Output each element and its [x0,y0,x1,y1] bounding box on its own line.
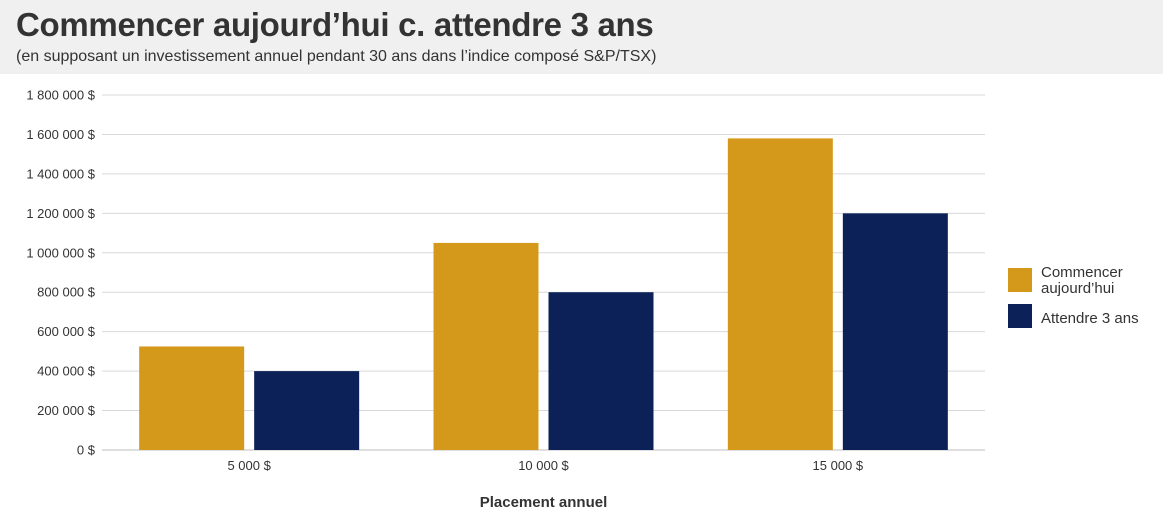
legend-swatch-0 [1008,268,1032,292]
legend-label: aujourd’hui [1041,280,1114,297]
y-tick-label: 0 $ [77,443,96,458]
chart-subtitle: (en supposant un investissement annuel p… [16,48,657,65]
y-axis-ticks: 0 $ 200 000 $ 400 000 $ 600 000 $ 800 000 $ 1… [26,88,95,458]
x-axis-ticks: 5 000 $ 10 000 $ 15 000 $ [227,458,863,473]
chart-title: Commencer aujourd’hui c. attendre 3 ans [16,6,654,43]
legend-swatch-1 [1008,304,1032,328]
bar-wait-0 [254,371,360,450]
legend-label: Attendre 3 ans [1041,310,1139,327]
y-tick-label: 400 000 $ [37,364,96,379]
x-tick-label: 15 000 $ [813,458,864,473]
bars [139,138,948,450]
y-tick-label: 1 800 000 $ [26,88,95,103]
bar-today-1 [433,242,539,450]
y-tick-label: 1 000 000 $ [26,245,95,260]
y-tick-label: 600 000 $ [37,324,96,339]
legend-label: Commencer [1041,264,1123,281]
y-tick-label: 800 000 $ [37,285,96,300]
bar-today-2 [727,138,833,450]
x-axis-label: Placement annuel [480,494,608,511]
y-tick-label: 1 400 000 $ [26,166,95,181]
chart-header: Commencer aujourd’hui c. attendre 3 ans … [0,0,1163,74]
bar-wait-2 [842,213,948,450]
y-tick-label: 1 200 000 $ [26,206,95,221]
bar-wait-1 [548,292,654,450]
y-tick-label: 1 600 000 $ [26,127,95,142]
bar-today-0 [139,346,245,450]
x-tick-label: 5 000 $ [227,458,271,473]
y-tick-label: 200 000 $ [37,403,96,418]
grid-lines [102,94,985,451]
x-tick-label: 10 000 $ [518,458,569,473]
